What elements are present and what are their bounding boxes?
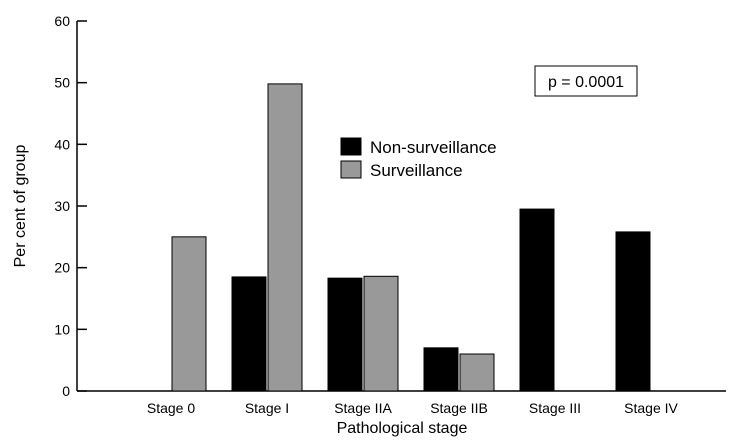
legend-swatch-surveillance — [340, 160, 362, 179]
x-tick-label: Stage IIB — [430, 400, 488, 416]
y-tick-label: 40 — [54, 136, 70, 152]
x-ticks: Stage 0 Stage I Stage IIA Stage IIB Stage II… — [147, 400, 679, 416]
x-axis-title: Pathological stage — [337, 420, 468, 437]
bar-surveillance-stage-iib — [459, 353, 495, 392]
y-tick-label: 10 — [54, 321, 70, 337]
legend: Non-surveillance Surveillance — [340, 137, 497, 180]
y-tick-label: 50 — [54, 75, 70, 91]
p-value-frame — [534, 65, 638, 97]
legend-label-non-surveillance: Non-surveillance — [370, 138, 497, 157]
x-tick-label: Stage I — [245, 400, 289, 416]
x-tick-label: Stage III — [529, 400, 581, 416]
y-ticks: 0 10 20 30 40 50 60 — [54, 13, 87, 399]
y-axis-title: Per cent of group — [12, 145, 29, 268]
bar-non-surveillance-stage-iv — [615, 231, 651, 392]
bar-surveillance-stage-0 — [171, 236, 207, 392]
legend-label-surveillance: Surveillance — [370, 161, 463, 180]
x-tick-label: Stage 0 — [147, 400, 195, 416]
legend-swatch-non-surveillance — [340, 137, 362, 156]
bar-non-surveillance-stage-iia — [327, 277, 363, 392]
y-tick-label: 0 — [62, 383, 70, 399]
bar-non-surveillance-stage-iii — [519, 208, 555, 392]
x-tick-label: Stage IIA — [334, 400, 392, 416]
p-value-text: p = 0.0001 — [548, 74, 624, 91]
bar-non-surveillance-stage-iib — [423, 347, 459, 392]
bar-surveillance-stage-i — [267, 83, 303, 392]
bar-non-surveillance-stage-i — [231, 276, 267, 392]
y-tick-label: 30 — [54, 198, 70, 214]
x-tick-label: Stage IV — [624, 400, 678, 416]
p-value-box: p = 0.0001 — [534, 65, 638, 97]
y-tick-label: 20 — [54, 260, 70, 276]
bars — [171, 83, 651, 392]
bar-surveillance-stage-iia — [363, 275, 399, 392]
y-tick-label: 60 — [54, 13, 70, 29]
